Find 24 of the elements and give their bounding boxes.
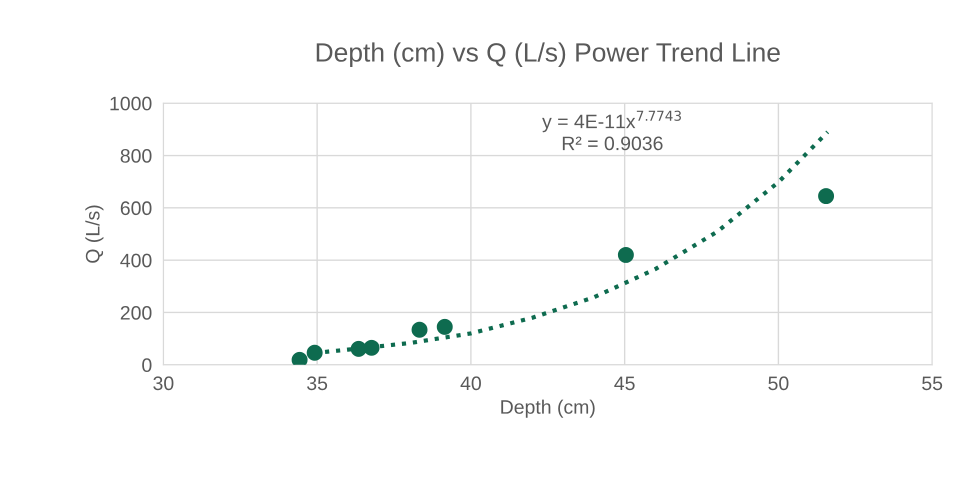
- y-tick-label: 600: [120, 201, 152, 216]
- x-tick-label: 30: [153, 376, 174, 390]
- x-axis-title: Depth (cm): [501, 400, 595, 418]
- point: [818, 188, 834, 204]
- point: [618, 246, 634, 263]
- x-tick-label: 55: [922, 376, 942, 390]
- point: [350, 340, 367, 357]
- x-tick-label: 40: [460, 376, 481, 390]
- chart-title: Depth (cm) vs Q (L/s) Power Trend Line: [316, 42, 780, 68]
- point: [306, 344, 323, 361]
- point: [364, 340, 380, 356]
- y-tick-label: 800: [120, 148, 152, 163]
- point: [436, 318, 453, 335]
- y-tick-label: 400: [120, 254, 152, 268]
- annotation: y = 4E-11x$^{7.7743}$: [542, 110, 681, 132]
- point: [412, 322, 428, 338]
- y-tick-label: 1000: [110, 96, 152, 110]
- y-tick-label: 200: [120, 306, 152, 320]
- y-tick-label: 0: [142, 358, 152, 372]
- annotation: R² = 0.9036: [562, 136, 663, 150]
- x-tick-label: 50: [768, 376, 788, 390]
- y-axis-title: Q (L/s): [85, 205, 104, 263]
- x-tick-label: 35: [307, 376, 328, 390]
- x-tick-label: 45: [614, 376, 635, 390]
